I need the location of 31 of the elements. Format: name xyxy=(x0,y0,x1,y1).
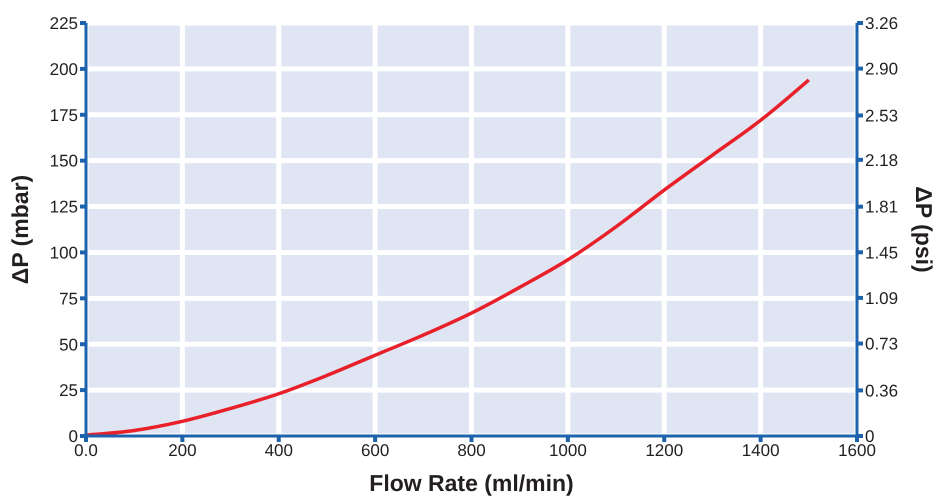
x-axis-title: Flow Rate (ml/min) xyxy=(369,470,574,496)
y-tick-label: 200 xyxy=(50,60,78,79)
x-tick-label: 0.0 xyxy=(74,441,98,460)
y2-tick-label: 0.36 xyxy=(865,381,898,400)
line-series xyxy=(86,78,811,436)
y2-tick-label: 0.73 xyxy=(865,334,898,354)
x-tick-label: 800 xyxy=(457,441,486,460)
x-tick-label: 1400 xyxy=(742,441,780,460)
y-tick-label: 125 xyxy=(50,198,78,217)
y2-tick-label: 2.18 xyxy=(865,150,898,170)
y-tick-label: 25 xyxy=(59,381,78,400)
y2-axis-title: ΔP (psi) xyxy=(910,186,937,273)
y-tick-label: 50 xyxy=(59,335,78,354)
x-tick-label: 1600 xyxy=(838,441,876,460)
y-tick-label: 225 xyxy=(50,14,78,34)
x-tick-label: 1000 xyxy=(548,441,587,460)
y2-tick-label: 3.26 xyxy=(865,14,898,34)
y2-tick-label: 1.45 xyxy=(865,243,898,262)
x-tick-label: 400 xyxy=(264,441,293,460)
x-tick-label: 200 xyxy=(168,441,197,460)
x-tick-label: 1200 xyxy=(645,441,684,460)
x-tick-label: 600 xyxy=(360,441,390,460)
y2-tick-label: 1.09 xyxy=(865,288,898,308)
y2-tick-label: 2.53 xyxy=(865,106,898,126)
y2-tick-label: 1.81 xyxy=(865,198,898,217)
y-tick-label: 100 xyxy=(50,243,78,262)
y-axis-title: ΔP (mbar) xyxy=(7,174,34,284)
y-tick-label: 75 xyxy=(59,289,78,308)
y-tick-label: 175 xyxy=(50,106,78,125)
y2-tick-label: 2.90 xyxy=(865,60,898,79)
y-tick-label: 150 xyxy=(50,152,78,171)
